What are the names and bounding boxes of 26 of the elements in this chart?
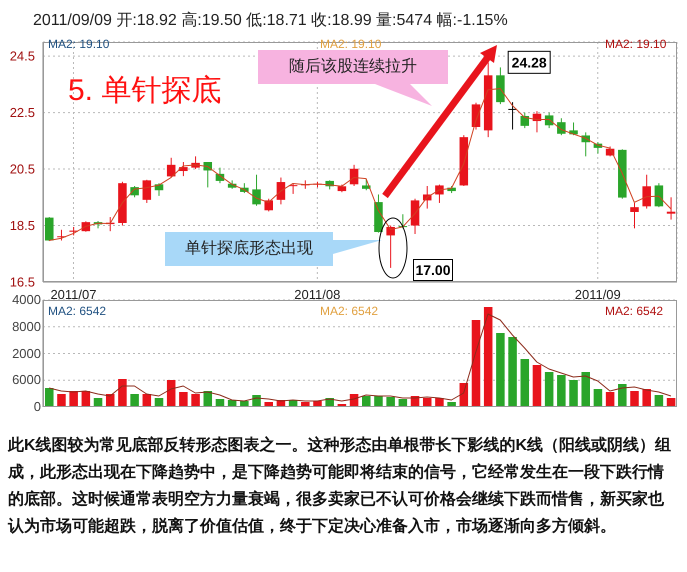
x-tick-label: 2011/08 bbox=[294, 287, 340, 302]
x-tick-label: 2011/09 bbox=[574, 287, 621, 302]
x-tick-label: 2011/07 bbox=[50, 287, 96, 302]
annotation: MA2: 6542 bbox=[605, 304, 664, 318]
y-tick-label: 20.5 bbox=[10, 162, 35, 177]
annotation: MA2: 6542 bbox=[320, 304, 378, 318]
annotation: 5. 单针探底 bbox=[68, 73, 222, 109]
annotation: 24.28 bbox=[512, 54, 547, 70]
annotation: MA2: 19.10 bbox=[48, 37, 110, 51]
y-tick-label: 18.5 bbox=[10, 218, 35, 234]
text: 8000 bbox=[11, 318, 41, 335]
text: 2000 bbox=[11, 346, 41, 362]
y-tick-label: 22.5 bbox=[10, 105, 35, 120]
y-tick-label: 24.5 bbox=[10, 48, 35, 64]
annotation: 随后该股连续拉升 bbox=[258, 50, 448, 84]
text: 此K线图较为常见底部反转形态图表之一。这种形态由单根带长下影线的K线（阳线或阴线）组成，此形态出现在下降趋势中，是下降趋势可能即将结束的信号，它经常发生在一段下跌行情的底部。这时候通常表明空方力量衰竭，很多卖家已不认可价格会继续下跌而惜售，新买家也认为市场可能超跌，脱离了价值估值，终于下定决心准备入市，市场逐渐向多方倾斜。 bbox=[8, 435, 672, 537]
text: 0 bbox=[32, 399, 41, 415]
y-tick-label: 16.5 bbox=[10, 274, 35, 290]
annotation: 单针探底形态出现 bbox=[165, 232, 333, 266]
annotation: MA2: 6542 bbox=[48, 304, 106, 318]
chart-title: 2011/09/09 开:18.92 高:19.50 低:18.71 收:18.99 量:5474 幅:-1.15% bbox=[33, 10, 508, 31]
annotation: MA2: 19.10 bbox=[605, 37, 666, 51]
annotation: MA2: 19.10 bbox=[320, 37, 382, 51]
text: 6000 bbox=[11, 372, 41, 388]
text: 4000 bbox=[11, 292, 41, 308]
annotation: 17.00 bbox=[413, 259, 453, 281]
